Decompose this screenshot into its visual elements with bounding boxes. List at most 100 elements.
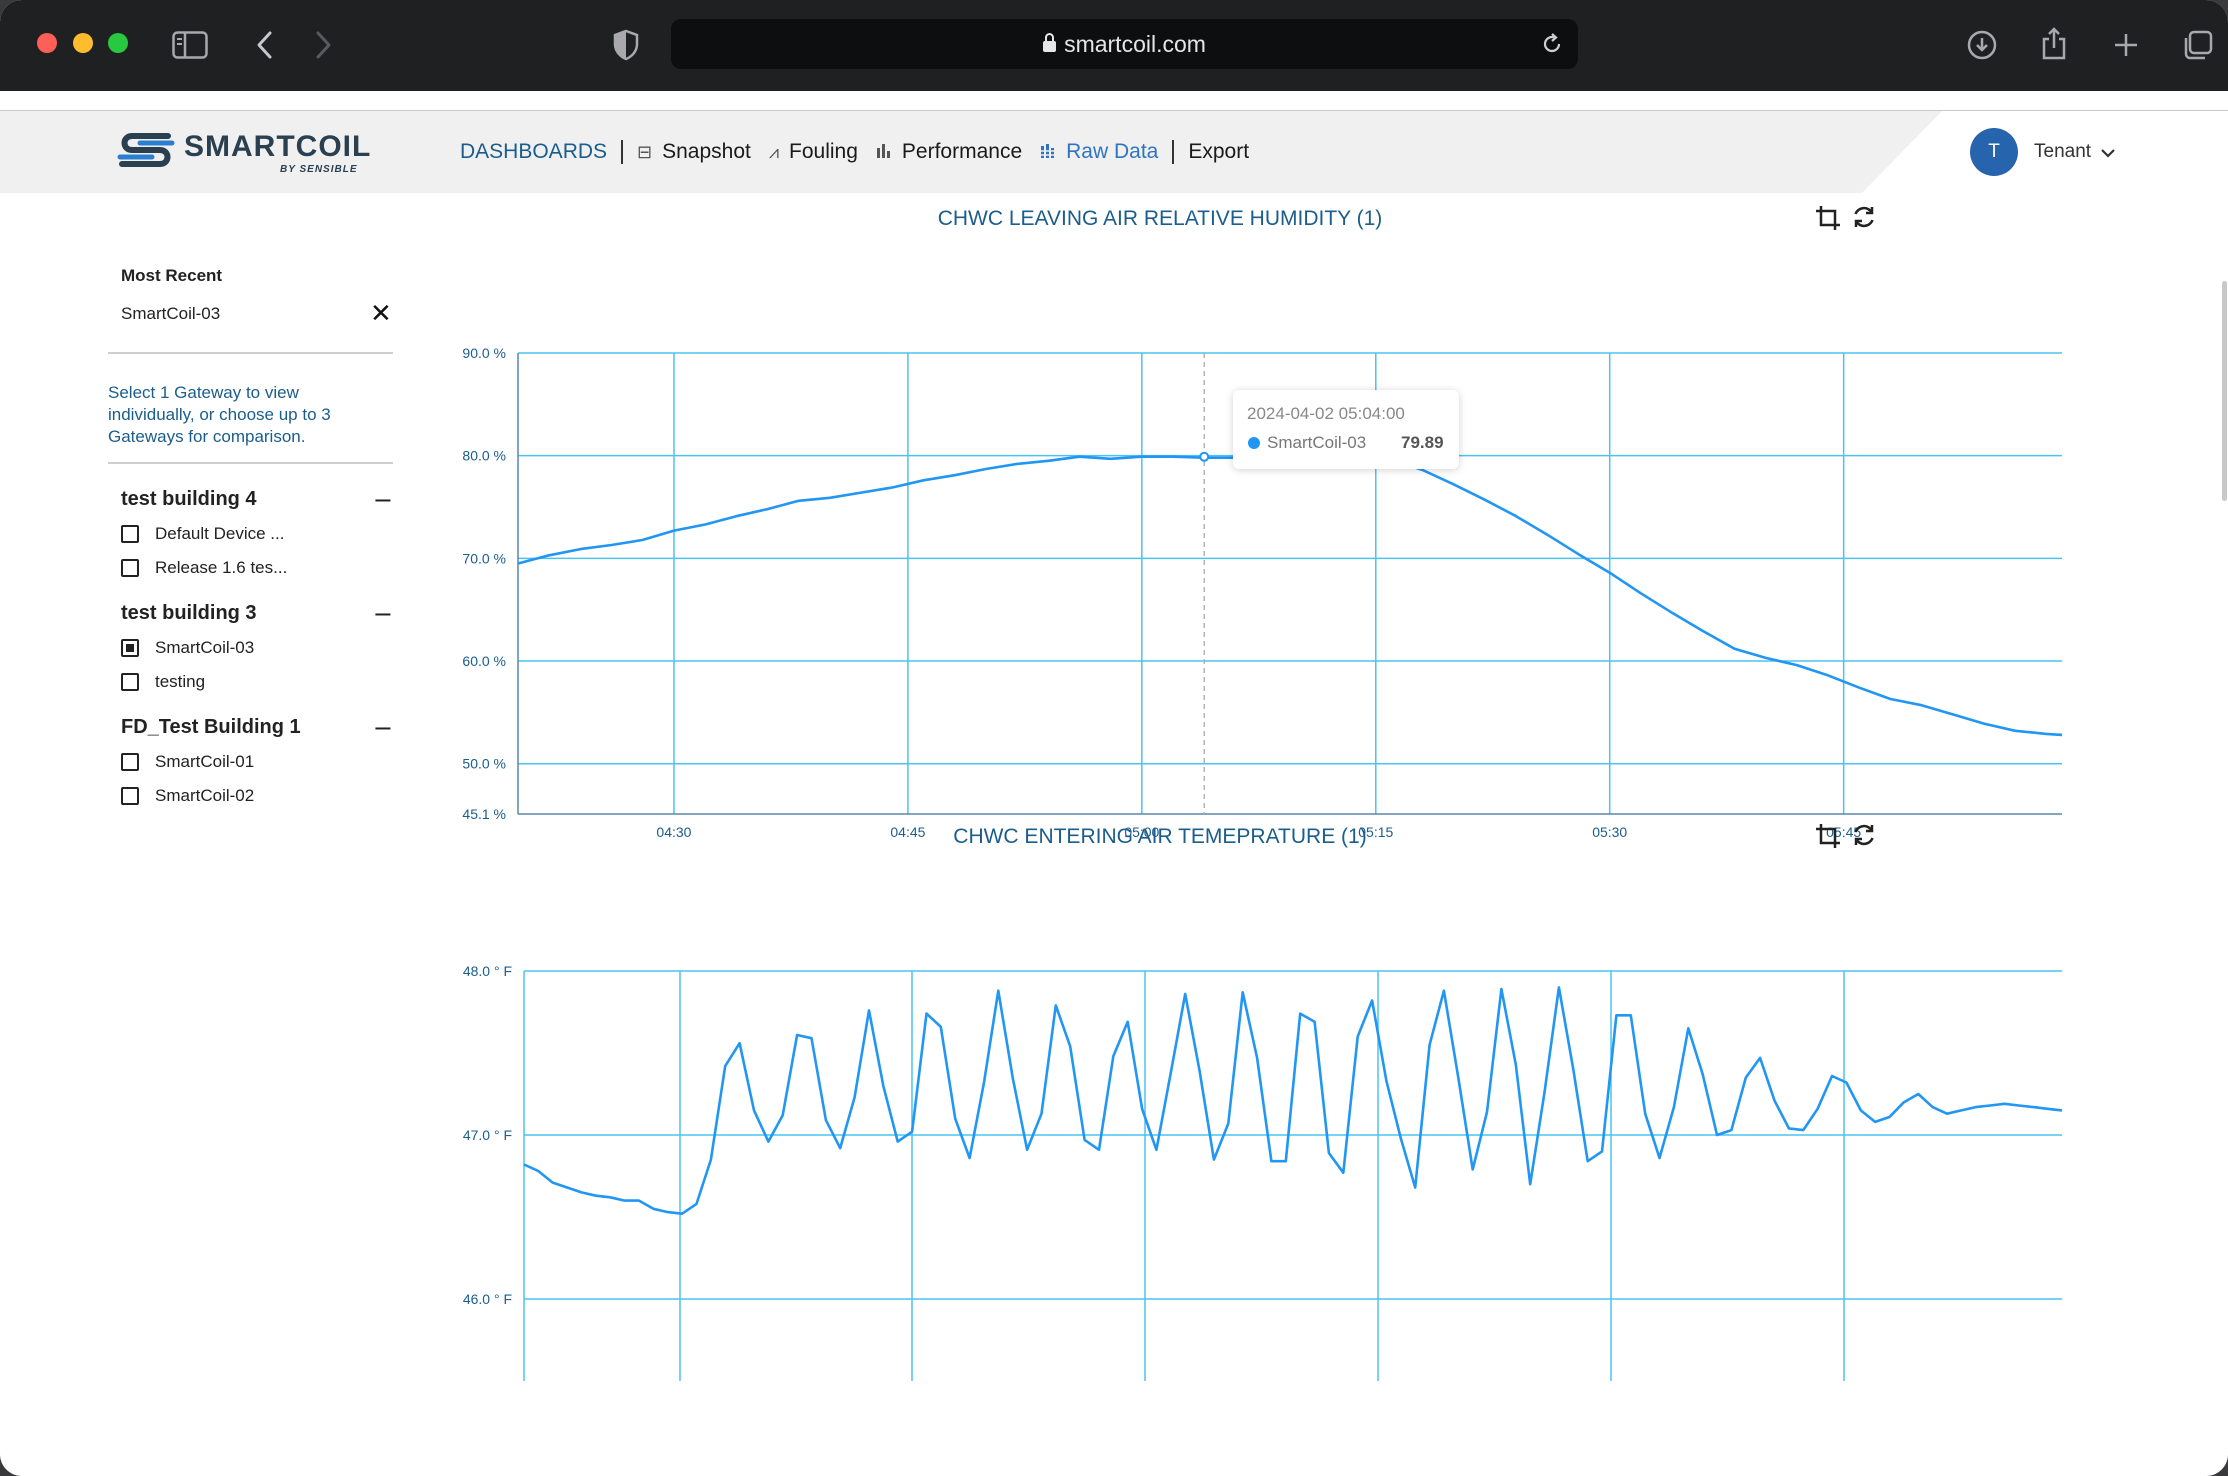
crop-icon[interactable] [1815,205,1841,237]
nav-fouling-label: Fouling [789,140,858,163]
y-tick-label: 60.0 % [462,653,506,669]
nav-divider [621,140,624,164]
x-tick-label: 04:30 [656,824,691,840]
chart-title-humidity: CHWC LEAVING AIR RELATIVE HUMIDITY (1) [937,207,1383,230]
temperature-chart[interactable]: 48.0 ° F 47.0 ° F 46.0 ° F [440,861,2080,1401]
device-item[interactable]: testing [121,670,205,694]
chart-tooltip: 2024-04-02 05:04:00 SmartCoil-03 79.89 [1233,390,1459,469]
refresh-icon[interactable] [1851,822,1877,854]
hover-point [1199,451,1210,462]
new-tab-icon[interactable] [2103,22,2149,68]
y-tick-label: 45.1 % [462,806,506,822]
raw-data-icon [1040,142,1057,163]
share-icon[interactable] [2031,22,2077,68]
bar-chart-icon [876,142,892,163]
refresh-icon[interactable] [1851,204,1877,236]
x-tick-label: 05:00 [1124,824,1159,840]
y-tick-label: 46.0 ° F [463,1291,512,1307]
crop-icon[interactable] [1815,823,1841,855]
close-window-button[interactable] [37,33,57,53]
building-title[interactable]: FD_Test Building 1 [121,716,301,738]
sidebar-toggle-icon[interactable] [167,22,213,68]
x-tick-label: 05:30 [1592,824,1627,840]
scrollbar[interactable] [2222,281,2227,501]
series-line-smartcoil-03 [517,455,2063,737]
checkbox[interactable] [121,525,139,543]
lock-icon [1043,33,1057,52]
nav-performance[interactable]: Performance [876,140,1022,164]
divider [108,352,393,354]
url-text: smartcoil.com [1064,31,1206,57]
tab-overview-icon[interactable] [2175,22,2221,68]
device-item[interactable]: SmartCoil-03 [121,636,254,660]
user-name: Tenant [2034,141,2092,162]
smartcoil-logo-icon [117,133,175,167]
logo-text: SMARTCOIL [184,130,372,163]
checkbox[interactable] [121,673,139,691]
collapse-icon[interactable]: − [372,714,393,742]
page: SMARTCOIL BY SENSIBLE DASHBOARDS ⊟ Snaps… [0,91,2228,1476]
nav-snapshot[interactable]: ⊟ Snapshot [637,140,751,164]
gateway-hint: Select 1 Gateway to view individually, o… [108,383,331,446]
zoom-window-button[interactable] [108,33,128,53]
tooltip-series-name: SmartCoil-03 [1267,433,1367,452]
device-label: SmartCoil-01 [155,752,255,771]
collapse-icon[interactable]: − [372,600,393,628]
back-icon[interactable] [242,22,288,68]
checkbox[interactable] [121,753,139,771]
building-title[interactable]: test building 4 [121,488,257,510]
device-item[interactable]: Default Device ... [121,522,284,546]
nav-snapshot-label: Snapshot [662,140,751,163]
series-line-smartcoil-03 [523,986,2063,1216]
user-menu[interactable]: T Tenant [1970,128,2115,176]
avatar: T [1970,128,2018,176]
fouling-icon: ⩘ [768,141,780,163]
logo-subtext: BY SENSIBLE [280,164,358,175]
y-tick-label: 47.0 ° F [463,1127,512,1143]
nav-fouling[interactable]: ⩘ Fouling [769,140,858,164]
device-label: testing [155,672,206,691]
minimize-window-button[interactable] [73,33,93,53]
checkbox[interactable] [121,787,139,805]
device-label: SmartCoil-03 [155,638,255,657]
nav-divider [1172,140,1175,164]
building-title[interactable]: test building 3 [121,602,257,624]
reload-icon[interactable] [1540,19,1564,73]
browser-titlebar: smartcoil.com [0,0,2228,91]
privacy-shield-icon[interactable] [603,22,649,68]
nav-dashboards[interactable]: DASHBOARDS [460,140,608,163]
header-background [0,111,1942,193]
y-tick-label: 50.0 % [462,756,506,772]
address-bar[interactable]: smartcoil.com [671,19,1578,69]
forward-icon[interactable] [300,22,346,68]
most-recent-item[interactable]: SmartCoil-03 [121,304,221,323]
downloads-icon[interactable] [1959,22,2005,68]
device-label: SmartCoil-02 [155,786,255,805]
close-icon[interactable]: ✕ [370,299,392,329]
collapse-icon[interactable]: − [372,486,393,514]
most-recent-label: Most Recent [121,266,223,285]
divider [108,462,393,464]
checkbox[interactable] [121,559,139,577]
snapshot-icon: ⊟ [637,141,653,163]
tooltip-time: 2024-04-02 05:04:00 [1247,404,1405,423]
y-tick-label: 90.0 % [462,345,506,361]
chart-title-temperature: CHWC ENTERING AIR TEMEPRATURE (1) [953,825,1367,848]
device-item[interactable]: Release 1.6 tes... [121,556,287,580]
main-nav: DASHBOARDS ⊟ Snapshot ⩘ Fouling Performa… [460,111,1249,193]
device-label: Default Device ... [155,524,285,543]
x-tick-label: 05:15 [1358,824,1393,840]
tooltip-series-dot [1248,437,1260,449]
device-item[interactable]: SmartCoil-01 [121,750,254,774]
nav-export[interactable]: Export [1188,140,1250,163]
app-header: SMARTCOIL BY SENSIBLE DASHBOARDS ⊟ Snaps… [0,111,2228,193]
device-item[interactable]: SmartCoil-02 [121,784,254,808]
smartcoil-logo[interactable]: SMARTCOIL BY SENSIBLE [116,126,376,180]
humidity-chart[interactable]: 90.0 % 80.0 % 70.0 % 60.0 % 50.0 % 45.1 % 04:3… [440,241,2080,841]
nav-raw-data[interactable]: Raw Data [1040,140,1158,164]
x-tick-label: 04:45 [890,824,925,840]
checkbox-checked[interactable] [121,639,139,657]
nav-raw-data-label: Raw Data [1066,140,1159,163]
y-tick-label: 80.0 % [462,448,506,464]
